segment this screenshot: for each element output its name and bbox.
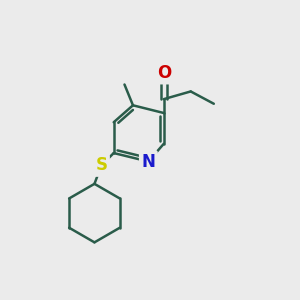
Text: N: N bbox=[141, 152, 155, 170]
Text: O: O bbox=[157, 64, 171, 82]
Text: S: S bbox=[95, 156, 107, 174]
